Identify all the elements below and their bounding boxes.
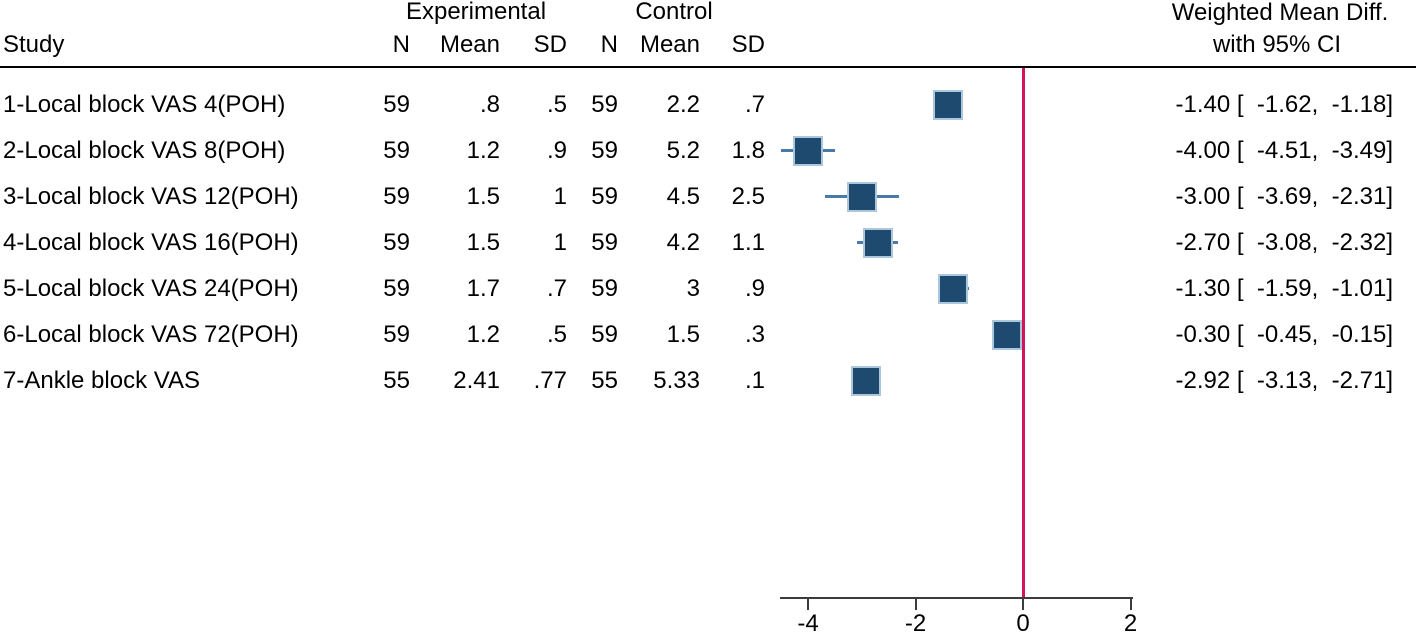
- cell-exp-n: 59: [383, 321, 410, 348]
- cell-ctl-mean: 5.33: [653, 367, 700, 394]
- study-label: 3-Local block VAS 12(POH): [3, 183, 299, 210]
- cell-ctl-n: 59: [591, 229, 618, 256]
- x-axis-tick: [1022, 597, 1024, 610]
- cell-exp-mean: 1.5: [466, 229, 500, 256]
- study-label: 5-Local block VAS 24(POH): [3, 275, 299, 302]
- effect-header-line2: with 95% CI: [1212, 31, 1342, 58]
- study-label: 4-Local block VAS 16(POH): [3, 229, 299, 256]
- effect-square: [991, 320, 1022, 350]
- cell-ctl-mean: 2.2: [666, 91, 700, 118]
- cell-exp-mean: 1.5: [466, 183, 500, 210]
- effect-square: [862, 228, 893, 258]
- cell-ctl-mean: 4.2: [666, 229, 700, 256]
- cell-exp-sd: .77: [533, 367, 567, 394]
- cell-ctl-sd: .7: [744, 91, 765, 118]
- cell-exp-n: 59: [383, 275, 410, 302]
- cell-ctl-sd: 2.5: [731, 183, 765, 210]
- effect-square: [938, 274, 969, 304]
- study-label: 1-Local block VAS 4(POH): [3, 91, 286, 118]
- effect-square: [793, 136, 823, 166]
- cell-ctl-sd: 1.8: [731, 137, 765, 164]
- cell-ctl-sd: .1: [744, 367, 765, 394]
- study-column-header: Study: [3, 31, 65, 58]
- experimental-group-header: Experimental: [405, 0, 547, 25]
- ci-value-label: -0.30 [ -0.45, -0.15]: [1175, 321, 1393, 348]
- study-label: 6-Local block VAS 72(POH): [3, 321, 299, 348]
- cell-exp-sd: .5: [546, 91, 567, 118]
- effect-square: [846, 182, 877, 212]
- x-axis-line: [780, 597, 1133, 599]
- cell-ctl-n: 55: [591, 367, 618, 394]
- ci-value-label: -2.70 [ -3.08, -2.32]: [1175, 229, 1393, 256]
- study-label: 7-Ankle block VAS: [3, 367, 200, 394]
- effect-square: [851, 366, 882, 396]
- cell-ctl-mean: 1.5: [666, 321, 700, 348]
- exp-mean-column-header: Mean: [439, 31, 500, 58]
- cell-exp-n: 59: [383, 91, 410, 118]
- cell-exp-mean: 1.2: [466, 321, 500, 348]
- x-axis-tick: [1129, 597, 1132, 610]
- ctl-sd-column-header: SD: [731, 31, 765, 58]
- x-axis-tick-label: -2: [904, 610, 927, 637]
- cell-ctl-mean: 5.2: [666, 137, 700, 164]
- study-label: 2-Local block VAS 8(POH): [3, 137, 286, 164]
- zero-reference-line: [1021, 68, 1025, 597]
- effect-header-line1: Weighted Mean Diff.: [1171, 0, 1389, 26]
- x-axis-tick: [807, 597, 809, 610]
- x-axis-tick: [914, 597, 917, 610]
- exp-n-column-header: N: [392, 31, 410, 58]
- cell-exp-sd: .5: [546, 321, 567, 348]
- exp-sd-column-header: SD: [533, 31, 567, 58]
- cell-exp-mean: .8: [479, 91, 500, 118]
- cell-exp-sd: 1: [553, 229, 567, 256]
- control-group-header: Control: [635, 0, 713, 25]
- header-separator-line: [0, 66, 1416, 68]
- cell-ctl-n: 59: [591, 275, 618, 302]
- x-axis-tick-label: 2: [1123, 610, 1138, 637]
- cell-ctl-mean: 3: [686, 275, 700, 302]
- ci-value-label: -1.40 [ -1.62, -1.18]: [1175, 91, 1393, 118]
- cell-ctl-n: 59: [591, 321, 618, 348]
- cell-exp-mean: 1.2: [466, 137, 500, 164]
- cell-ctl-sd: 1.1: [731, 229, 765, 256]
- cell-exp-sd: 1: [553, 183, 567, 210]
- cell-ctl-n: 59: [591, 183, 618, 210]
- cell-exp-n: 59: [383, 137, 410, 164]
- ci-value-label: -3.00 [ -3.69, -2.31]: [1175, 183, 1393, 210]
- cell-ctl-sd: .9: [744, 275, 765, 302]
- cell-exp-sd: .9: [546, 137, 567, 164]
- cell-exp-mean: 2.41: [453, 367, 500, 394]
- cell-exp-n: 55: [383, 367, 410, 394]
- ci-value-label: -4.00 [ -4.51, -3.49]: [1175, 137, 1393, 164]
- ci-value-label: -2.92 [ -3.13, -2.71]: [1175, 367, 1393, 394]
- cell-ctl-n: 59: [591, 137, 618, 164]
- cell-ctl-sd: .3: [744, 321, 765, 348]
- ci-value-label: -1.30 [ -1.59, -1.01]: [1175, 275, 1393, 302]
- x-axis-tick-label: 0: [1016, 610, 1030, 637]
- ctl-n-column-header: N: [600, 31, 618, 58]
- cell-exp-n: 59: [383, 229, 410, 256]
- x-axis-tick-label: -4: [797, 610, 819, 637]
- cell-exp-n: 59: [383, 183, 410, 210]
- cell-ctl-mean: 4.5: [666, 183, 700, 210]
- cell-exp-mean: 1.7: [466, 275, 500, 302]
- cell-exp-sd: .7: [546, 275, 567, 302]
- cell-ctl-n: 59: [591, 91, 618, 118]
- effect-square: [932, 90, 963, 120]
- ctl-mean-column-header: Mean: [639, 31, 700, 58]
